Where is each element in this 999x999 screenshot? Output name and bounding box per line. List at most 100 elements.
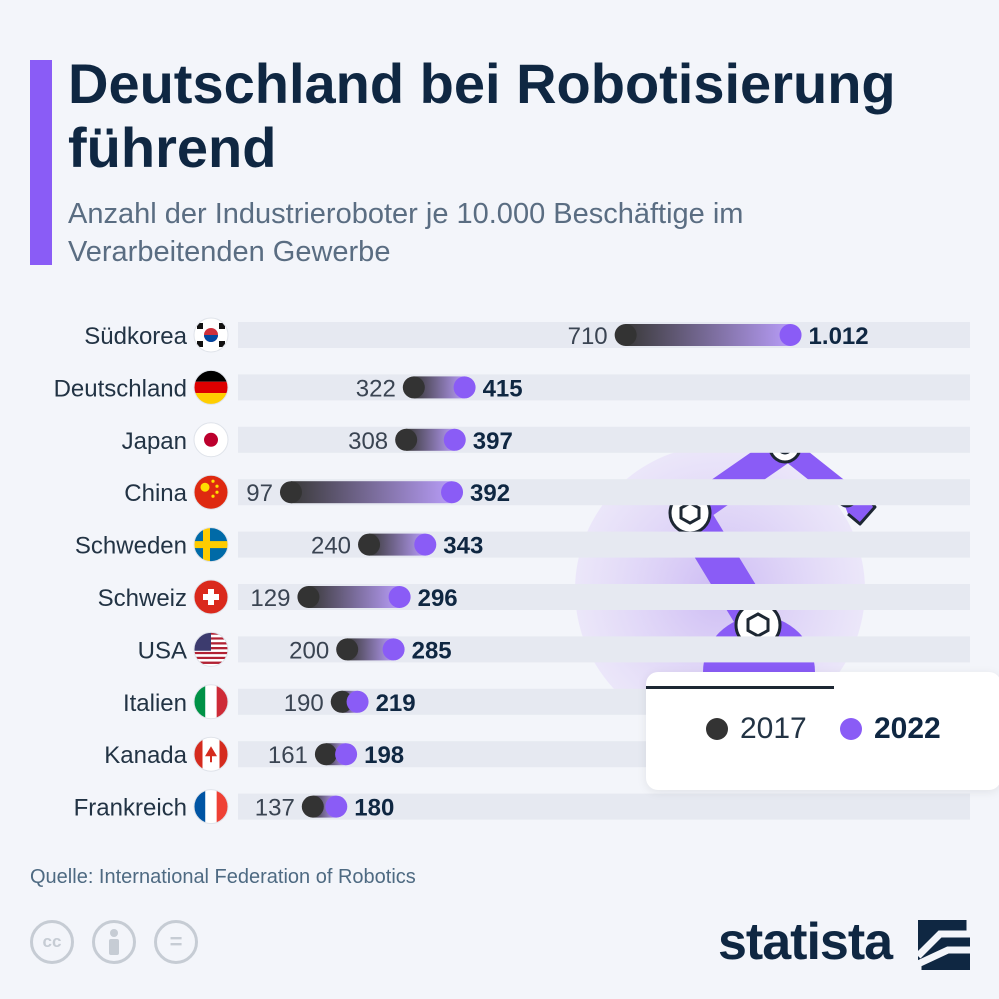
value-label-2022: 415 xyxy=(483,375,523,402)
legend-item-2017: 2017 xyxy=(706,712,807,746)
range-bar xyxy=(369,533,426,556)
legend-dot-2022 xyxy=(840,718,862,740)
range-bar xyxy=(308,586,400,608)
value-label-2022: 180 xyxy=(354,795,394,822)
chart-row: 322 415 Deutschland xyxy=(54,369,970,405)
dot-2017 xyxy=(395,428,418,451)
flag-part xyxy=(194,659,228,662)
value-label-2017: 190 xyxy=(284,690,324,717)
dot-2017 xyxy=(330,690,353,713)
value-label-2017: 97 xyxy=(246,480,273,507)
value-label-2022: 219 xyxy=(376,690,416,717)
row-track xyxy=(238,426,970,453)
dot-2022 xyxy=(388,586,411,608)
usa-flag-icon xyxy=(194,632,228,667)
italy-flag-icon xyxy=(194,684,228,719)
country-label: Kanada xyxy=(104,742,187,769)
country-label: USA xyxy=(138,637,187,664)
country-label: Schweden xyxy=(75,533,187,560)
flag-part xyxy=(203,527,210,562)
value-label-2022: 296 xyxy=(418,585,458,612)
flag-border xyxy=(193,369,229,405)
chart-row: 308 397 Japan xyxy=(122,422,970,458)
flag-part xyxy=(194,541,228,549)
chart-row: 97 392 China xyxy=(124,474,970,510)
flag-part xyxy=(219,737,228,772)
dot-2022 xyxy=(441,481,464,504)
flag-border xyxy=(193,422,229,458)
range-bar xyxy=(413,376,465,399)
country-label: Italien xyxy=(123,690,187,717)
germany-flag-icon xyxy=(194,370,228,405)
flag-part xyxy=(194,393,228,405)
range-bar xyxy=(406,428,455,451)
value-label-2022: 343 xyxy=(443,533,483,560)
dot-2017 xyxy=(314,743,337,766)
cc-icon[interactable]: cc xyxy=(30,920,74,964)
country-label: Schweiz xyxy=(98,585,187,612)
flag-part xyxy=(197,323,203,329)
value-label-2017: 322 xyxy=(356,375,396,402)
flag-part xyxy=(194,381,228,394)
flag-part xyxy=(205,746,217,763)
china-flag-icon xyxy=(194,475,228,510)
value-label-2022: 1.012 xyxy=(809,323,869,350)
chart-row: 240 343 Schweden xyxy=(75,527,970,563)
flag-part xyxy=(194,737,203,772)
flag-part xyxy=(211,479,215,483)
statista-logo-text[interactable]: statista xyxy=(718,913,893,971)
dot-2022 xyxy=(346,690,369,713)
switzerland-flag-icon xyxy=(194,580,228,614)
dot-2017 xyxy=(402,376,425,399)
chart-rows: 710 1.012 Südkorea 322 415 Deutschland 308 397 J… xyxy=(54,317,970,825)
japan-flag-icon xyxy=(194,422,228,457)
flag-border xyxy=(193,579,229,615)
flag-border xyxy=(193,474,229,510)
value-label-2022: 285 xyxy=(412,637,452,664)
legend-label-2017: 2017 xyxy=(740,712,807,745)
value-label-2017: 710 xyxy=(568,323,608,350)
flag-part xyxy=(215,484,219,488)
dot-2017 xyxy=(301,795,324,818)
flag-border xyxy=(193,527,229,563)
by-icon[interactable] xyxy=(92,920,136,964)
dot-2022 xyxy=(382,638,405,661)
country-label: Japan xyxy=(122,428,187,455)
flag-border xyxy=(193,684,229,720)
country-label: Frankreich xyxy=(74,795,187,822)
value-label-2017: 161 xyxy=(268,742,308,769)
flag-part xyxy=(219,341,225,347)
flag-part xyxy=(197,341,203,347)
flag-part xyxy=(194,370,228,382)
dot-2017 xyxy=(336,638,359,661)
flag-part xyxy=(194,661,228,664)
flag-part xyxy=(205,684,217,719)
flag-part xyxy=(194,654,228,657)
flag-part xyxy=(194,656,228,660)
country-label: China xyxy=(124,480,187,507)
accent-bar xyxy=(30,60,52,265)
statista-logo-icon[interactable] xyxy=(918,920,970,970)
flag-part xyxy=(208,589,214,605)
dot-2022 xyxy=(453,376,476,399)
legend-dot-2017 xyxy=(706,718,728,740)
flag-part xyxy=(211,494,215,498)
chart-title: Deutschland bei Robotisierung führend xyxy=(68,52,896,179)
country-label: Deutschland xyxy=(54,375,187,402)
south-korea-flag-icon xyxy=(194,318,228,352)
source-text: Quelle: International Federation of Robo… xyxy=(30,866,416,888)
flag-part xyxy=(204,432,218,447)
nd-icon[interactable]: = xyxy=(154,920,198,964)
person-icon xyxy=(109,929,119,955)
row-track xyxy=(238,374,970,401)
flag-part xyxy=(200,482,210,492)
range-bar xyxy=(290,481,453,504)
range-bar xyxy=(625,324,791,346)
dot-2017 xyxy=(358,533,381,556)
value-label-2017: 129 xyxy=(250,585,290,612)
chart-row: 200 285 USA xyxy=(138,631,970,667)
value-label-2017: 137 xyxy=(255,795,295,822)
value-label-2022: 198 xyxy=(364,742,404,769)
value-label-2017: 200 xyxy=(289,637,329,664)
